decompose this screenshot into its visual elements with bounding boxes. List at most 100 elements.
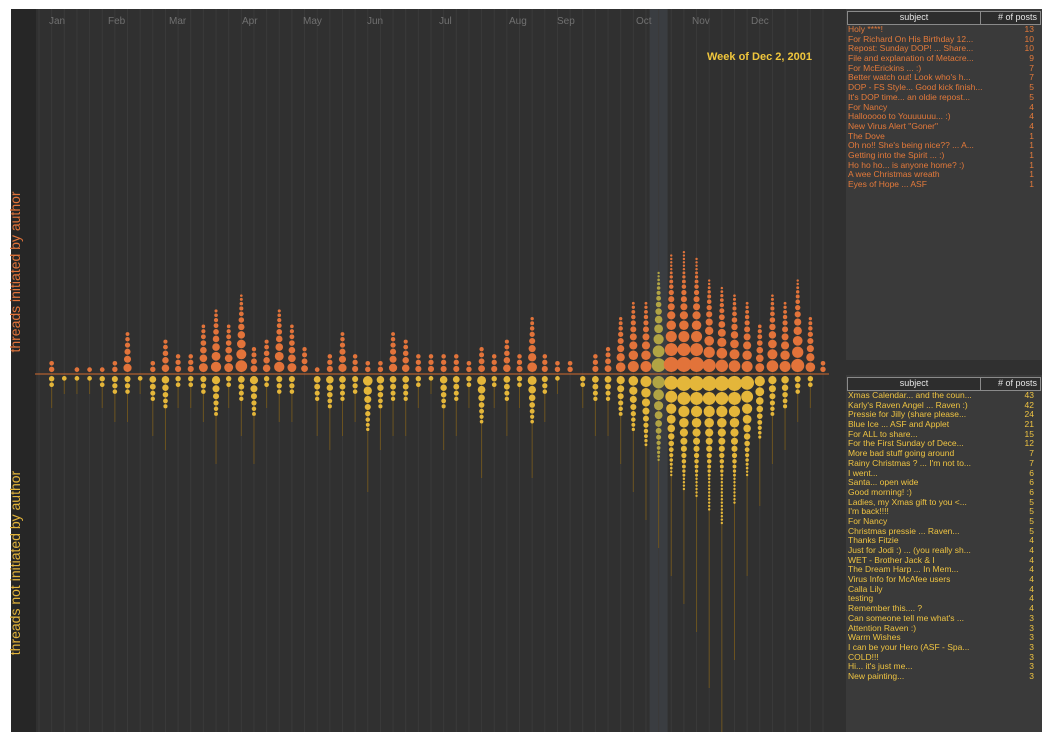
subject-column-header[interactable]: subject <box>848 378 981 390</box>
not-initiated-thread-bubble <box>783 404 788 409</box>
initiated-thread-bubble <box>277 313 282 318</box>
not-initiated-thread-row[interactable]: Karly's Raven Angel ... Raven :) 42 <box>846 400 1042 411</box>
thread-post-count: 10 <box>1024 33 1034 44</box>
initiated-thread-row[interactable]: DOP - FS Style... Good kick finish... 5 <box>846 82 1042 93</box>
not-initiated-thread-bubble <box>453 390 459 396</box>
not-initiated-thread-bubble <box>731 445 738 452</box>
not-initiated-thread-row[interactable]: Calla Lily 4 <box>846 584 1042 595</box>
initiated-thread-bubble <box>542 359 548 365</box>
initiated-thread-bubble <box>719 308 725 314</box>
initiated-thread-row[interactable]: Eyes of Hope ... ASF 1 <box>846 179 1042 190</box>
not-initiated-thread-bubble <box>733 491 736 494</box>
initiated-thread-bubble <box>212 343 220 351</box>
not-initiated-thread-bubble <box>664 376 679 390</box>
not-initiated-thread-row[interactable]: For the First Sunday of Dece... 12 <box>846 439 1042 449</box>
initiated-thread-bubble <box>631 301 635 305</box>
initiated-thread-bubble <box>605 352 611 358</box>
posts-column-header[interactable]: # of posts <box>997 12 1037 22</box>
initiated-thread-bubble <box>274 361 285 372</box>
initiated-thread-bubble <box>795 299 800 304</box>
not-initiated-thread-row[interactable]: New painting... 3 <box>846 671 1042 682</box>
not-initiated-thread-row[interactable]: More bad stuff going around 7 <box>846 448 1042 459</box>
initiated-thread-bubble <box>779 361 791 372</box>
initiated-thread-bubble <box>663 357 679 372</box>
not-initiated-thread-bubble <box>720 491 724 494</box>
initiated-thread-bubble <box>651 358 666 372</box>
not-initiated-thread-bubble <box>251 406 257 412</box>
initiated-thread-bubble <box>314 367 320 372</box>
initiated-thread-row[interactable]: Getting into the Spirit ... :) 1 <box>846 150 1042 161</box>
initiated-thread-row[interactable]: Holy ****! 13 <box>846 24 1042 35</box>
not-initiated-thread-row[interactable]: Just for Jodi :) ... (you really sh... 4 <box>846 545 1042 556</box>
initiated-thread-bubble <box>213 329 219 335</box>
initiated-thread-row[interactable]: For McErickins ... :) 7 <box>846 63 1042 74</box>
initiated-thread-row[interactable]: A wee Christmas wreath 1 <box>846 170 1042 180</box>
not-initiated-thread-row[interactable]: Santa... open wide 6 <box>846 477 1042 488</box>
not-initiated-thread-row[interactable]: Rainy Christmas ? ... I'm not to... 7 <box>846 458 1042 469</box>
not-initiated-thread-row[interactable]: Christmas pressie ... Raven... 5 <box>846 525 1042 537</box>
not-initiated-thread-bubble <box>794 376 801 383</box>
initiated-thread-bubble <box>720 290 724 294</box>
initiated-thread-row[interactable]: Better watch out! Look who's h... 7 <box>846 73 1042 83</box>
not-initiated-thread-row[interactable]: testing 4 <box>846 594 1042 604</box>
not-initiated-thread-row[interactable]: Can someone tell me what's ... 3 <box>846 613 1042 624</box>
initiated-thread-bubble <box>618 321 623 326</box>
not-initiated-thread-bubble <box>745 470 749 473</box>
subject-column-header[interactable]: subject <box>848 12 981 24</box>
not-initiated-thread-row[interactable]: WET - Brother Jack & I 4 <box>846 555 1042 566</box>
not-initiated-thread-bubble <box>782 391 788 398</box>
not-initiated-thread-row[interactable]: Attention Raven :) 3 <box>846 623 1042 634</box>
not-initiated-thread-row[interactable]: Pressie for Jilly (share please... 24 <box>846 410 1042 420</box>
initiated-thread-bubble <box>213 323 219 329</box>
initiated-thread-row[interactable]: Repost: Sunday DOP! ... Share... 10 <box>846 44 1042 54</box>
not-initiated-thread-row[interactable]: I went... 6 <box>846 468 1042 479</box>
initiated-thread-row[interactable]: For Richard On His Birthday 12... 10 <box>846 33 1042 45</box>
initiated-thread-row[interactable]: Oh no!! She's being nice?? ... A... 1 <box>846 141 1042 151</box>
initiated-thread-row[interactable]: Hallooooo to Youuuuuu... :) 4 <box>846 111 1042 122</box>
not-initiated-thread-row[interactable]: Good morning! :) 6 <box>846 487 1042 498</box>
not-initiated-thread-bubble <box>695 487 698 491</box>
month-label: Jun <box>367 16 384 27</box>
not-initiated-thread-row[interactable]: I'm back!!!! 5 <box>846 507 1042 517</box>
bubble-chart[interactable] <box>11 9 836 732</box>
thread-post-count: 5 <box>1029 525 1034 536</box>
initiated-thread-bubble <box>643 314 649 320</box>
not-initiated-thread-bubble <box>541 376 548 383</box>
posts-column-header[interactable]: # of posts <box>997 378 1037 388</box>
not-initiated-thread-row[interactable]: Xmas Calendar... and the coun... 43 <box>846 390 1042 401</box>
initiated-thread-row[interactable]: The Dove 1 <box>846 131 1042 142</box>
initiated-thread-bubble <box>717 337 727 347</box>
initiated-thread-bubble <box>453 365 460 373</box>
initiated-thread-bubble <box>201 329 206 334</box>
not-initiated-thread-row[interactable]: Thanks Fitzie 4 <box>846 536 1042 546</box>
not-initiated-thread-bubble <box>99 382 105 388</box>
initiated-thread-row[interactable]: New Virus Alert "Goner" 4 <box>846 121 1042 132</box>
initiated-thread-bubble <box>757 324 762 329</box>
not-initiated-thread-row[interactable]: I can be your Hero (ASF - Spa... 3 <box>846 642 1042 653</box>
not-initiated-thread-row[interactable]: Warm Wishes 3 <box>846 632 1042 643</box>
initiated-thread-row[interactable]: File and explanation of Metacre... 9 <box>846 53 1042 64</box>
initiated-thread-row[interactable]: For Nancy 4 <box>846 102 1042 113</box>
not-initiated-thread-row[interactable]: For ALL to share... 15 <box>846 429 1042 440</box>
initiated-thread-bubble <box>770 301 775 306</box>
not-initiated-thread-row[interactable]: Virus Info for McAfee users 4 <box>846 574 1042 585</box>
not-initiated-thread-bubble <box>644 443 648 447</box>
not-initiated-thread-row[interactable]: COLD!!! 3 <box>846 652 1042 663</box>
not-initiated-thread-row[interactable]: For Nancy 5 <box>846 516 1042 527</box>
initiated-thread-bubble <box>277 309 281 313</box>
initiated-thread-row[interactable]: Ho ho ho... is anyone home? :) 1 <box>846 160 1042 171</box>
initiated-thread-bubble <box>427 365 435 373</box>
not-initiated-thread-row[interactable]: Blue Ice ... ASF and Applet 21 <box>846 419 1042 430</box>
initiated-thread-row[interactable]: It's DOP time... an oldie repost... 5 <box>846 92 1042 103</box>
initiated-thread-bubble <box>352 365 359 373</box>
not-initiated-thread-bubble <box>212 393 220 400</box>
initiated-list-header: subject # of posts <box>847 11 1041 25</box>
initiated-thread-bubble <box>642 333 650 341</box>
initiated-thread-bubble <box>225 340 232 346</box>
not-initiated-thread-bubble <box>363 386 372 395</box>
not-initiated-thread-row[interactable]: Hi... it's just me... 3 <box>846 662 1042 672</box>
not-initiated-thread-row[interactable]: Remember this.... ? 4 <box>846 603 1042 614</box>
not-initiated-thread-row[interactable]: The Dream Harp ... In Mem... 4 <box>846 565 1042 575</box>
not-initiated-thread-bubble <box>150 396 155 402</box>
not-initiated-thread-row[interactable]: Ladies, my Xmas gift to you <... 5 <box>846 497 1042 508</box>
